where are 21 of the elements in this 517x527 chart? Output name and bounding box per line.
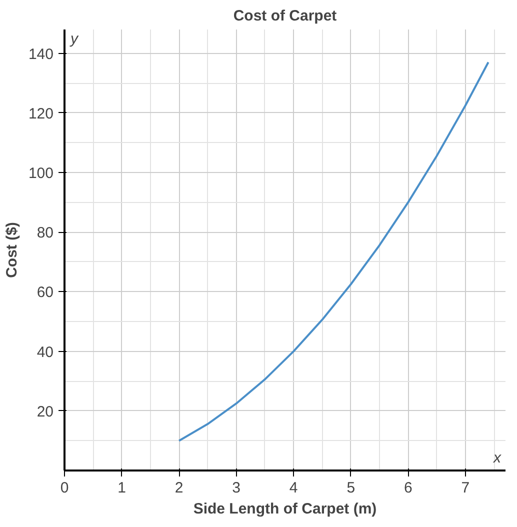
y-tick-label: 60 bbox=[36, 284, 54, 302]
y-tick-label: 20 bbox=[36, 403, 54, 420]
x-tick-label: 3 bbox=[232, 480, 240, 496]
annotation: x bbox=[492, 450, 502, 466]
x-tick-label: 2 bbox=[174, 480, 184, 496]
chart-title: Cost of Carpet bbox=[233, 8, 337, 24]
x-tick-label: 7 bbox=[461, 480, 470, 496]
x-tick-label: 0 bbox=[60, 480, 69, 496]
y-tick-label: 40 bbox=[36, 344, 54, 361]
x-tick-label: 4 bbox=[289, 480, 298, 496]
x-tick-label: 1 bbox=[118, 480, 126, 496]
y-tick-label: 80 bbox=[36, 224, 54, 242]
y-axis-title: Cost ($) bbox=[3, 222, 20, 278]
y-tick-label: 140 bbox=[28, 46, 54, 63]
line-series bbox=[178, 61, 490, 442]
x-tick-label: 6 bbox=[404, 480, 412, 496]
y-tick-label: 120 bbox=[28, 105, 54, 122]
y-tick-label: 100 bbox=[28, 165, 54, 182]
x-tick-label: 5 bbox=[346, 480, 356, 496]
x-axis-title: Side Length of Carpet (m) bbox=[193, 500, 377, 518]
annotation: y bbox=[70, 30, 80, 48]
